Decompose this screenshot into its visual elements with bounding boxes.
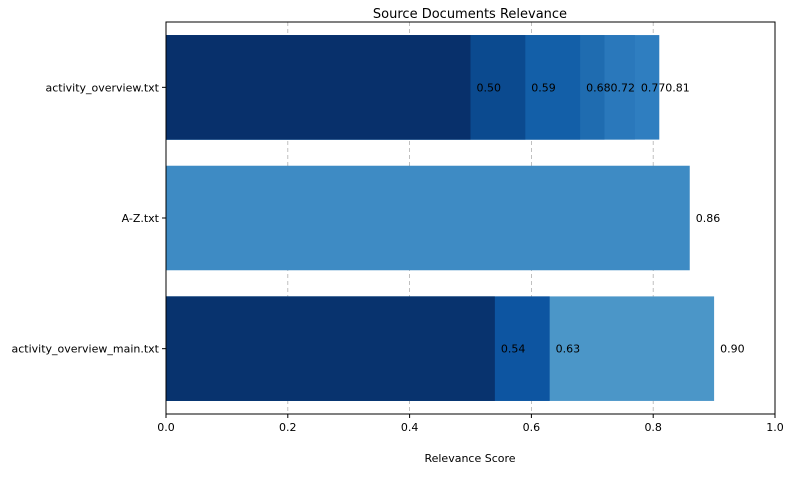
bar-segment bbox=[166, 165, 690, 271]
bar-segment bbox=[166, 35, 471, 140]
y-tick-label: activity_overview_main.txt bbox=[11, 343, 159, 356]
bar-value-label: 0.86 bbox=[696, 212, 721, 225]
bar-value-label: 0.50 bbox=[477, 81, 502, 94]
bar-value-label: 0.90 bbox=[720, 343, 745, 356]
x-axis: 0.0 0.2 0.4 0.6 0.8 1.0 bbox=[157, 414, 784, 434]
x-axis-label: Relevance Score bbox=[424, 452, 515, 465]
bars bbox=[166, 35, 715, 401]
x-tick-label: 0.8 bbox=[644, 421, 662, 434]
y-tick-label: A-Z.txt bbox=[122, 212, 160, 225]
chart-title: Source Documents Relevance bbox=[373, 7, 567, 22]
data-labels: 0.810.77 0.720.68 0.59 0.50 0.86 0.90 0.63 0.54 bbox=[477, 81, 745, 355]
bar-value-label: 0.59 bbox=[531, 81, 556, 94]
bar-value-label: 0.68 bbox=[586, 81, 611, 94]
bar-value-label: 0.72 bbox=[610, 81, 635, 94]
bar-value-label: 0.81 bbox=[665, 81, 690, 94]
x-tick-label: 0.2 bbox=[279, 421, 297, 434]
y-axis: activity_overview.txt A-Z.txt activity_ove… bbox=[11, 81, 166, 356]
x-tick-label: 0.6 bbox=[523, 421, 541, 434]
bar-value-label: 0.54 bbox=[501, 343, 526, 356]
bar-value-label: 0.77 bbox=[641, 81, 666, 94]
bar-value-label: 0.63 bbox=[556, 343, 581, 356]
x-tick-label: 0.0 bbox=[157, 421, 175, 434]
y-tick-label: activity_overview.txt bbox=[45, 81, 159, 94]
x-tick-label: 0.4 bbox=[401, 421, 419, 434]
bar-segment bbox=[166, 296, 495, 401]
x-tick-label: 1.0 bbox=[766, 421, 784, 434]
